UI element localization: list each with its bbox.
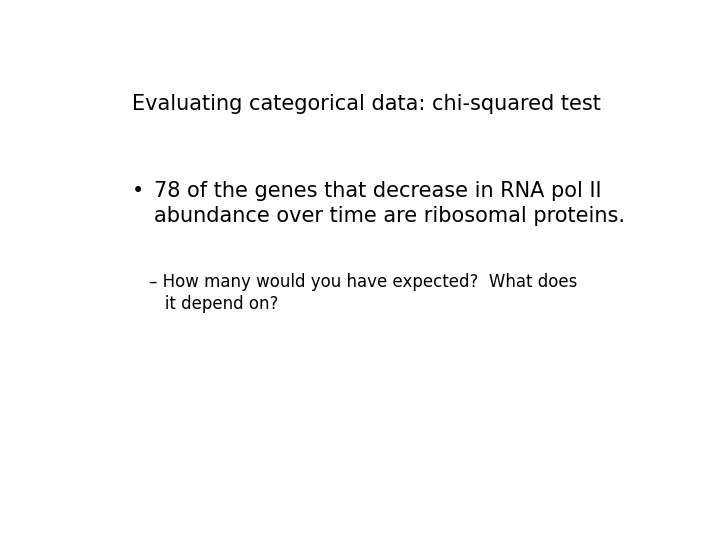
Text: – How many would you have expected?  What does
   it depend on?: – How many would you have expected? What… xyxy=(148,273,577,313)
Text: Evaluating categorical data: chi-squared test: Evaluating categorical data: chi-squared… xyxy=(132,94,600,114)
Text: •: • xyxy=(132,181,144,201)
Text: 78 of the genes that decrease in RNA pol II
abundance over time are ribosomal pr: 78 of the genes that decrease in RNA pol… xyxy=(154,181,625,226)
